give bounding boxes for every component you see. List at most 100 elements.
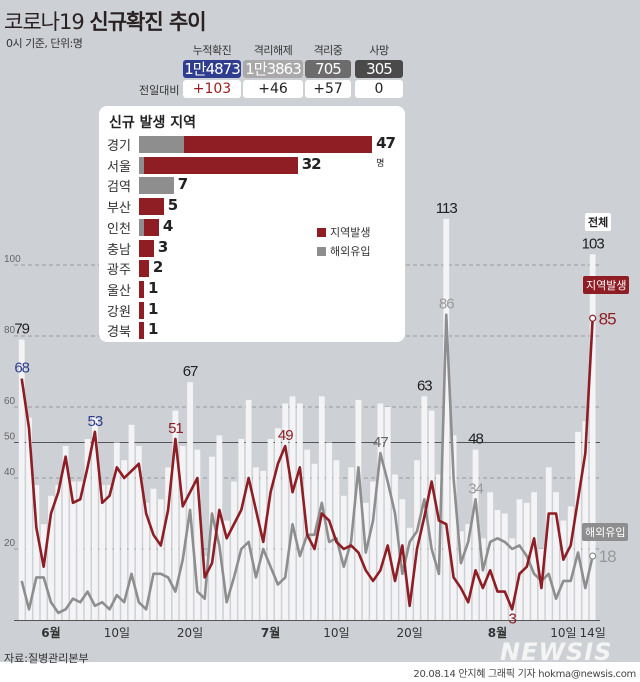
bar-total xyxy=(589,254,596,620)
bar-total xyxy=(384,407,391,620)
subtitle: 0시 기준, 단위:명 xyxy=(6,37,83,50)
bar-total xyxy=(128,424,135,620)
bar-total xyxy=(465,524,472,620)
region-name: 인천 xyxy=(107,221,131,237)
prev-day-label: 전일대비 xyxy=(139,84,180,97)
bar-total xyxy=(370,481,376,620)
data-label: 53 xyxy=(88,413,103,430)
y-tick-label: 100 xyxy=(4,254,21,265)
stat-label: 누적확진 xyxy=(192,44,232,57)
region-value: 3 xyxy=(157,237,168,256)
bar-total xyxy=(509,538,516,620)
bar-total xyxy=(582,421,589,620)
bar-total xyxy=(414,460,420,620)
bar-total xyxy=(77,481,84,620)
region-value: 4 xyxy=(162,216,173,235)
region-name: 서울 xyxy=(107,159,131,175)
bar-total xyxy=(362,502,369,620)
bar-total xyxy=(458,531,464,620)
region-total: 3 xyxy=(157,237,168,256)
region-value: 1 xyxy=(147,299,158,318)
legend-swatch-overseas xyxy=(317,247,326,256)
region-name: 경기 xyxy=(107,139,131,154)
y-tick-label: 80 xyxy=(4,325,16,336)
x-tick-label: 20일 xyxy=(176,626,204,640)
legend-swatch-local xyxy=(317,228,326,237)
legend-overseas-label: 해외유입 xyxy=(330,245,371,258)
region-name: 부산 xyxy=(107,201,131,217)
region-bar-local xyxy=(139,301,144,319)
bar-total xyxy=(296,403,303,620)
region-row: 부산 5 xyxy=(99,196,399,216)
newsis-logo: NEWSIS xyxy=(500,638,613,666)
x-tick-label: 14일 xyxy=(579,626,606,640)
x-tick-label: 6월 xyxy=(41,626,61,640)
bar-total xyxy=(135,446,142,620)
stat-value: 305 xyxy=(355,60,403,78)
region-bar-local xyxy=(139,280,144,298)
region-value: 47 명 xyxy=(376,134,399,170)
bar-total xyxy=(18,339,25,620)
region-name: 충남 xyxy=(107,242,131,258)
bar-total xyxy=(84,438,91,620)
bar-total xyxy=(33,485,40,620)
region-bar-local xyxy=(139,322,144,340)
bar-total xyxy=(406,527,413,620)
data-label: 103 xyxy=(582,235,605,252)
bar-total xyxy=(531,492,537,620)
bar-total xyxy=(479,538,486,620)
bar-total xyxy=(560,520,567,620)
bar-total xyxy=(355,399,362,620)
bar-total xyxy=(501,513,508,620)
region-panel: 신규 발생 지역 경기 47명 서울 32 검역 7 부산 5 인천 4 충남 xyxy=(99,106,405,342)
x-tick-label: 10일 xyxy=(323,626,350,640)
region-name: 검역 xyxy=(107,180,131,196)
bar-total xyxy=(545,467,552,620)
stat-value: 705 xyxy=(305,60,351,78)
bar-total xyxy=(106,485,113,620)
data-label: 48 xyxy=(468,431,483,448)
bar-total xyxy=(172,410,179,620)
bar-total xyxy=(282,403,289,620)
bar-total xyxy=(55,485,62,620)
region-row: 광주 2 xyxy=(99,258,399,278)
region-total: 1 xyxy=(147,320,158,339)
credit: 20.08.14 안지혜 그래픽 기자 hokma@newsis.com xyxy=(413,669,636,680)
region-bar-local xyxy=(183,136,373,153)
bar-total xyxy=(326,442,333,620)
region-bar-local xyxy=(139,239,154,257)
bar-total xyxy=(289,396,296,620)
region-name: 울산 xyxy=(107,283,131,299)
region-total: 7 xyxy=(177,175,188,194)
bar-total xyxy=(275,428,281,620)
region-total: 1 xyxy=(147,299,158,318)
legend-local-label: 지역발생 xyxy=(330,226,371,239)
source: 자료:질병관리본부 xyxy=(4,652,89,665)
bar-total xyxy=(238,438,245,620)
region-row: 경기 47 명 xyxy=(99,134,399,169)
bar-total xyxy=(121,460,128,620)
bar-total xyxy=(494,509,501,620)
region-value: 32 xyxy=(302,155,322,173)
region-name: 강원 xyxy=(107,304,131,320)
region-total: 4 xyxy=(162,216,173,235)
y-tick-label: 20 xyxy=(4,538,16,549)
tag-overseas: 해외유입 xyxy=(582,523,629,541)
bar-total xyxy=(245,399,252,620)
x-tick-label: 10일 xyxy=(550,626,577,640)
bar-total xyxy=(392,474,398,620)
bar-total xyxy=(260,470,267,620)
bar-total xyxy=(223,520,230,620)
data-label: 113 xyxy=(436,200,458,217)
legend-local: 지역발생 xyxy=(317,224,370,240)
stat-value: 1만4873 xyxy=(183,60,241,78)
region-total: 5 xyxy=(167,196,178,215)
bar-total xyxy=(209,456,215,620)
data-label: 63 xyxy=(417,377,432,394)
legend-overseas: 해외유입 xyxy=(317,243,370,259)
data-label: 47 xyxy=(373,434,388,451)
bar-total xyxy=(92,417,98,620)
y-tick-label: 40 xyxy=(4,467,16,478)
bar-total xyxy=(26,417,32,620)
